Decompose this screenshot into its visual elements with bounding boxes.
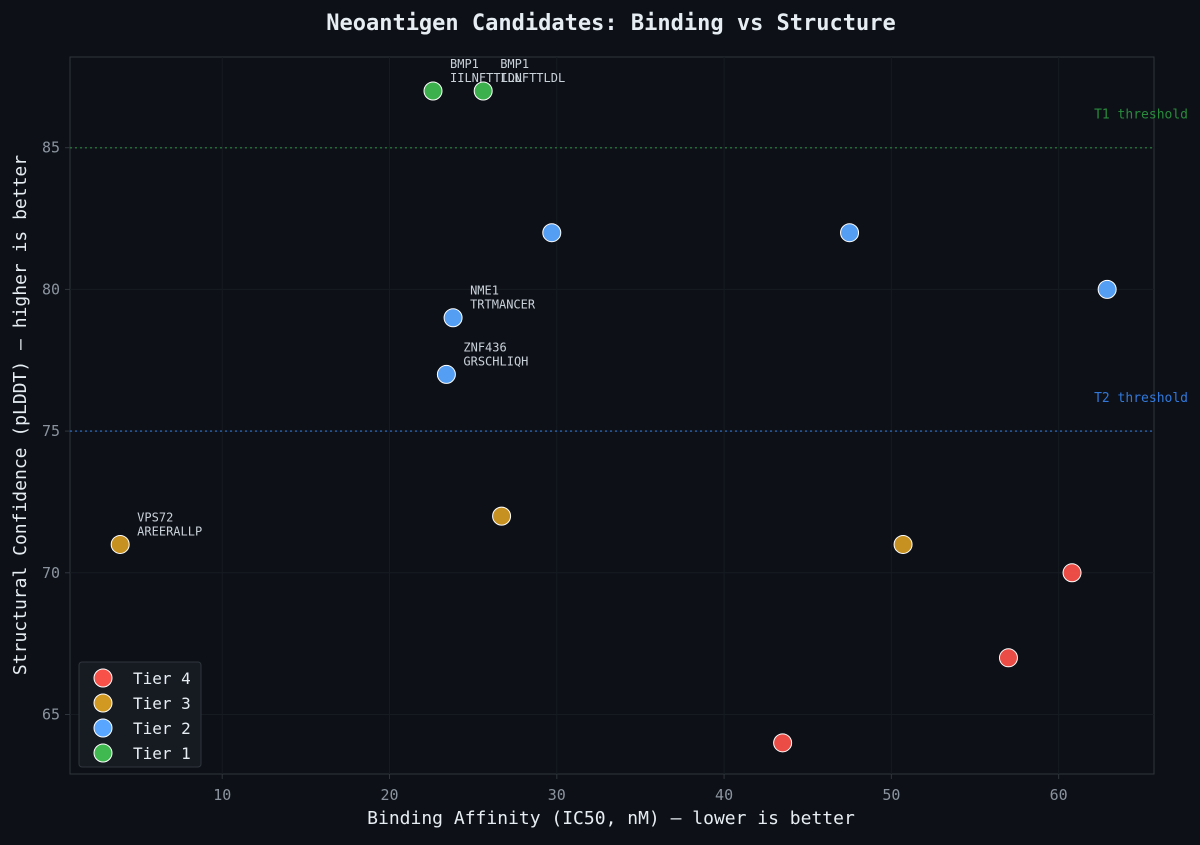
data-point — [840, 223, 860, 243]
legend-label: Tier 1 — [133, 744, 191, 763]
legend-marker — [93, 668, 113, 688]
legend-box — [78, 661, 202, 768]
y-tick-label: 80 — [42, 280, 60, 298]
y-axis-label: Structural Confidence (pLDDT) — higher i… — [10, 155, 31, 675]
data-point — [423, 81, 443, 101]
threshold-label: T2 threshold — [1094, 391, 1188, 406]
x-tick-label: 30 — [548, 786, 566, 804]
point-annotation-peptide: IILNFTTLDL — [450, 71, 522, 85]
point-annotation-gene: BMP1 — [500, 57, 529, 71]
point-annotation-gene: NME1 — [470, 284, 499, 298]
x-tick-label: 10 — [213, 786, 231, 804]
legend: Tier 4 Tier 3 Tier 2 Tier 1 — [78, 661, 202, 768]
data-point — [542, 223, 562, 243]
axis-ticks: 10 20 30 40 50 60 65 70 75 80 85 — [42, 139, 1068, 804]
data-point — [893, 534, 913, 554]
data-points — [110, 81, 1117, 753]
legend-marker — [93, 743, 113, 763]
y-tick-label: 75 — [42, 422, 60, 440]
point-annotation-gene: BMP1 — [450, 57, 479, 71]
thresholds: T1 threshold T2 threshold — [70, 108, 1188, 432]
data-point — [492, 506, 512, 526]
point-annotation-peptide: TRTMANCER — [470, 298, 536, 312]
point-annotation-gene: VPS72 — [137, 510, 173, 524]
legend-marker — [93, 718, 113, 738]
point-annotation-peptide: GRSCHLIQH — [463, 354, 528, 368]
x-tick-label: 40 — [715, 786, 733, 804]
data-point — [473, 81, 493, 101]
point-annotation-peptide: ILNFTTLDL — [500, 71, 565, 85]
plot-area — [69, 56, 1155, 775]
legend-marker — [93, 693, 113, 713]
legend-label: Tier 3 — [133, 694, 191, 713]
x-tick-label: 60 — [1050, 786, 1068, 804]
x-tick-label: 20 — [380, 786, 398, 804]
point-annotation-peptide: AREERALLP — [137, 524, 202, 538]
threshold-label: T1 threshold — [1094, 108, 1188, 123]
y-tick-label: 65 — [42, 705, 60, 723]
data-point — [1062, 563, 1082, 583]
x-axis-label: Binding Affinity (IC50, nM) — lower is b… — [367, 808, 855, 829]
data-point — [436, 364, 456, 384]
legend-label: Tier 4 — [133, 669, 191, 688]
chart-title: Neoantigen Candidates: Binding vs Struct… — [326, 11, 896, 36]
legend-label: Tier 2 — [133, 719, 191, 738]
data-point — [110, 534, 130, 554]
y-tick-label: 70 — [42, 564, 60, 582]
data-point — [998, 648, 1018, 668]
y-tick-label: 85 — [42, 139, 60, 157]
data-point — [773, 733, 793, 753]
point-annotation-gene: ZNF436 — [463, 340, 506, 354]
x-tick-label: 50 — [882, 786, 900, 804]
data-point — [443, 308, 463, 328]
data-point — [1097, 279, 1117, 299]
